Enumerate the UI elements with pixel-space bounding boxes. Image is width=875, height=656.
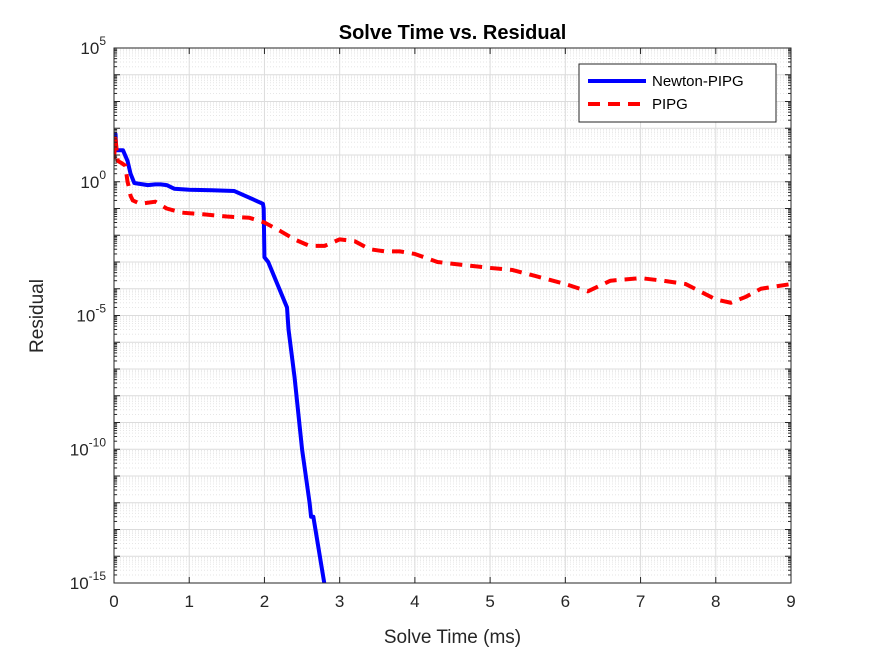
y-tick-label: 10-15 [70, 569, 107, 593]
x-tick-label: 3 [335, 592, 344, 611]
y-tick-labels: 10-15 10-10 10-5 100 105 [70, 34, 107, 593]
x-tick-label: 1 [184, 592, 193, 611]
y-tick-label: 105 [80, 34, 106, 58]
x-tick-label: 7 [636, 592, 645, 611]
x-tick-label: 6 [561, 592, 570, 611]
y-axis-label: Residual [27, 279, 48, 353]
x-tick-label: 9 [786, 592, 795, 611]
x-tick-label: 0 [109, 592, 118, 611]
y-tick-label: 10-10 [70, 435, 107, 459]
series-line-pipg [114, 136, 791, 305]
x-tick-label: 2 [260, 592, 269, 611]
y-tick-label: 10-5 [76, 302, 106, 326]
grid [113, 47, 792, 584]
legend: Newton-PIPG PIPG [578, 63, 777, 123]
legend-box [578, 63, 777, 123]
x-tick-label: 5 [485, 592, 494, 611]
legend-label-newton-pipg: Newton-PIPG [652, 73, 744, 90]
chart-title: Solve Time vs. Residual [339, 22, 567, 44]
x-tick-labels: 0 1 2 3 4 5 6 7 8 9 [109, 592, 795, 611]
legend-label-pipg: PIPG [652, 96, 688, 113]
x-tick-label: 4 [410, 592, 419, 611]
x-axis-label: Solve Time (ms) [384, 627, 521, 648]
y-tick-label: 100 [80, 168, 106, 192]
x-tick-label: 8 [711, 592, 720, 611]
series-group [114, 132, 791, 583]
series-line-newton-pipg [114, 132, 327, 583]
ticks [113, 47, 792, 584]
